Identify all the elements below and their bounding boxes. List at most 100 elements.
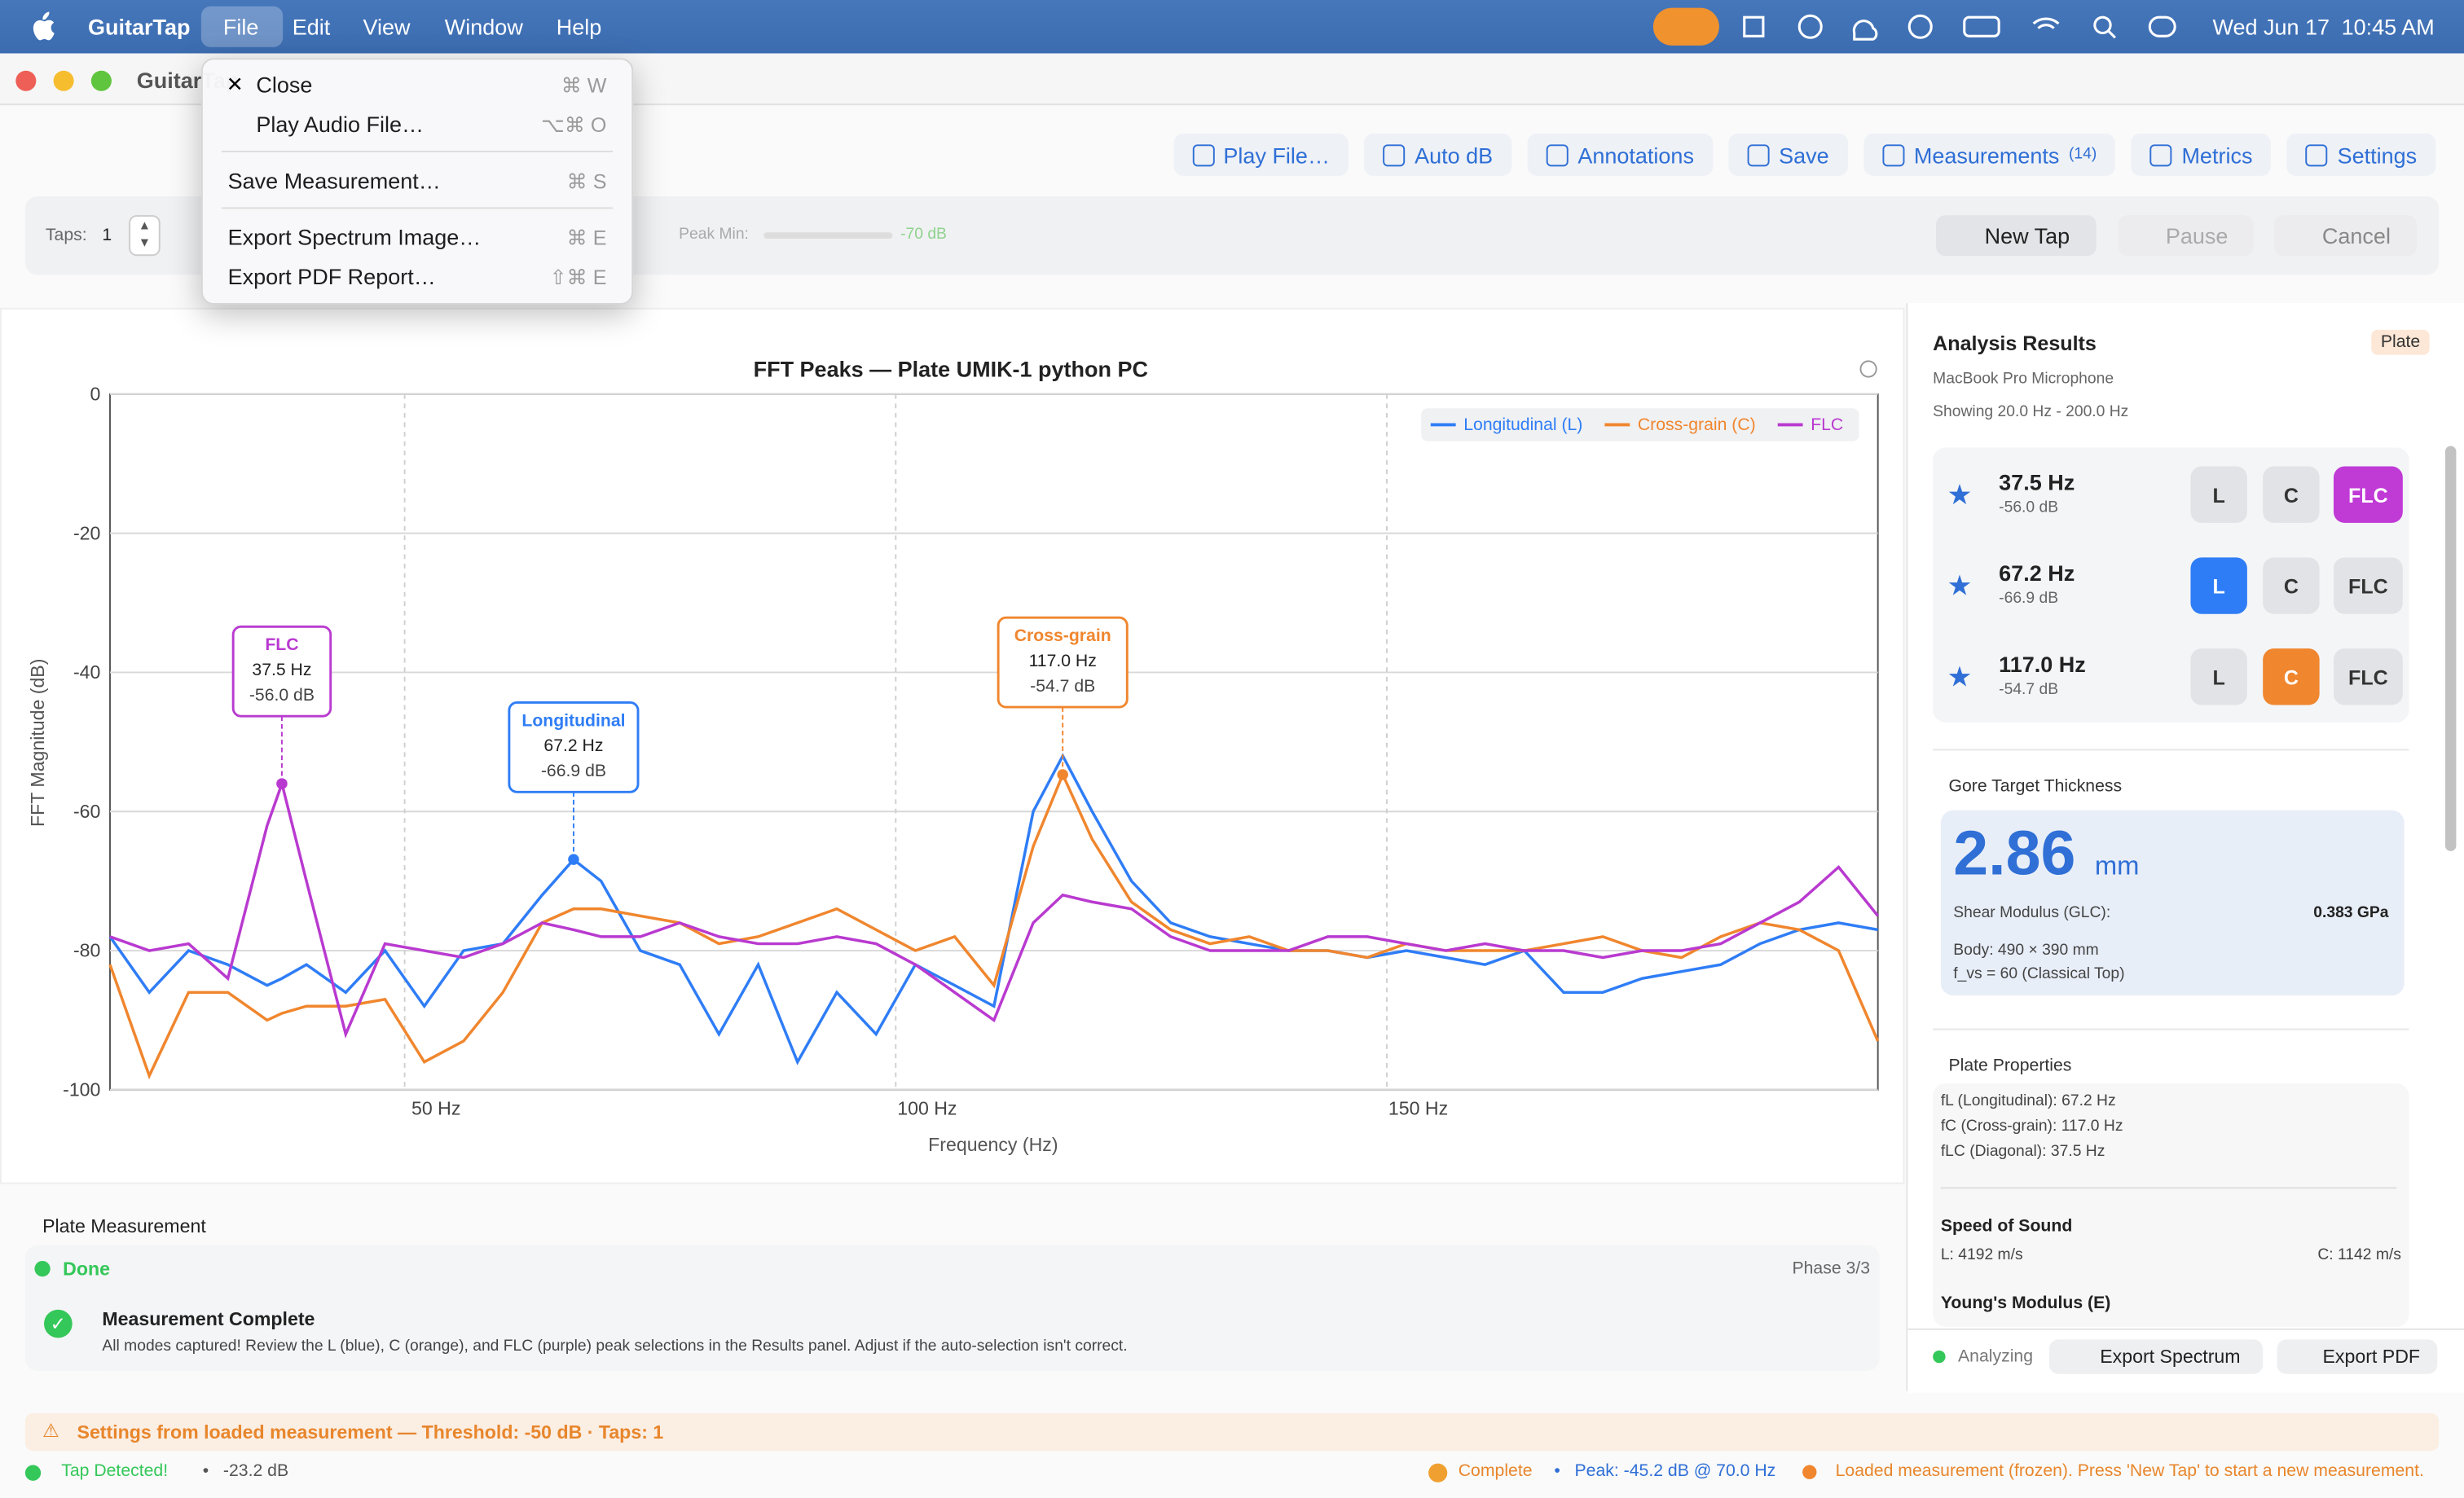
app-menu[interactable]: GuitarTap <box>88 14 191 40</box>
mode-button[interactable]: C <box>2263 648 2320 705</box>
export-spectrum-button[interactable]: Export Spectrum <box>2048 1339 2264 1374</box>
menu[interactable]: Edit <box>292 14 331 40</box>
warning-bar <box>24 1412 2440 1452</box>
apple-logo[interactable] <box>29 11 57 42</box>
mode-button[interactable]: L <box>2190 557 2247 614</box>
toolbar-label: Measurements <box>1913 142 2060 168</box>
info-icon[interactable] <box>1859 360 1877 378</box>
menu-item[interactable]: Close <box>256 72 313 98</box>
peak-text: Peak: -45.2 dB @ 70.0 Hz <box>1574 1461 1776 1481</box>
phase: Phase 3/3 <box>1792 1259 1871 1279</box>
toolbar-button[interactable]: Measurements (14) <box>1863 133 2116 176</box>
button-label: Cancel <box>2321 222 2391 248</box>
shear-value: 0.383 GPa <box>2313 904 2389 922</box>
toolbar-icon <box>2149 143 2172 166</box>
mode-button[interactable]: FLC <box>2333 557 2403 614</box>
menu[interactable]: Window <box>444 14 523 40</box>
y-tick-label: -80 <box>73 940 100 961</box>
x-tick-label: 100 Hz <box>897 1098 957 1119</box>
measurement-card <box>24 1245 1880 1371</box>
star-icon: ★ <box>1947 661 1973 693</box>
plate-props-title: Plate Properties <box>1948 1057 2072 1076</box>
thickness-unit: mm <box>2094 850 2140 881</box>
spectrum-chart: FFT Peaks — Plate UMIK-1 python PC Frequ… <box>27 358 1880 1155</box>
toolbar-icon <box>1191 143 1214 166</box>
clock-date: Wed Jun 17 <box>2212 14 2330 40</box>
toolbar-label: Play File… <box>1223 142 1330 168</box>
pause-dot <box>1428 1463 1448 1483</box>
taps-stepper[interactable]: ▲ ▼ <box>129 215 161 257</box>
legend-box <box>1421 408 1859 441</box>
divider <box>1933 749 2409 751</box>
callout-db: -54.7 dB <box>1030 677 1095 696</box>
menu[interactable]: View <box>363 14 411 40</box>
clock-time: 10:45 AM <box>2341 14 2435 40</box>
mode-button[interactable]: L <box>2190 648 2247 705</box>
toolbar-button[interactable]: Metrics <box>2131 133 2272 176</box>
zoom-button[interactable] <box>90 70 112 91</box>
menu-item[interactable]: Play Audio File… <box>256 111 424 137</box>
speed-c: C: 1142 m/s <box>2317 1246 2401 1264</box>
body-size: Body: 490 × 390 mm <box>1953 942 2099 960</box>
warning-text: Settings from loaded measurement — Thres… <box>77 1421 664 1443</box>
peak-db: -56.0 dB <box>1999 499 2059 517</box>
warning-icon: ⚠ <box>42 1419 59 1442</box>
toolbar-button[interactable]: Play File… <box>1173 133 1349 176</box>
young-title: Young's Modulus (E) <box>1940 1294 2111 1313</box>
separator <box>221 151 614 152</box>
pause-button[interactable]: Pause <box>2118 215 2254 257</box>
toolbar-icon <box>1747 143 1770 166</box>
callout-box <box>997 616 1129 709</box>
menu-item[interactable]: Export Spectrum Image… <box>227 224 482 250</box>
callout-db: -66.9 dB <box>541 762 606 780</box>
status-text: Done <box>63 1258 111 1281</box>
toolbar-button[interactable]: Settings <box>2286 133 2436 176</box>
scrollbar[interactable] <box>2444 446 2457 851</box>
peak-db: -54.7 dB <box>1999 681 2059 699</box>
shortcut: ⌥⌘ O <box>540 112 607 137</box>
toolbar-button[interactable]: Save <box>1728 133 1848 176</box>
close-button[interactable] <box>15 70 37 91</box>
y-tick-label: -60 <box>73 801 100 822</box>
toolbar-button[interactable]: Annotations <box>1527 133 1714 176</box>
plate-badge: Plate <box>2371 329 2430 355</box>
gore-title: Gore Target Thickness <box>1948 777 2123 797</box>
callout-db: -56.0 dB <box>249 686 315 705</box>
button-label: Pause <box>2165 222 2229 248</box>
cancel-button[interactable]: Cancel <box>2273 215 2418 257</box>
taps-value: 1 <box>102 226 112 245</box>
menu[interactable]: File <box>222 14 259 40</box>
speed-l: L: 4192 m/s <box>1940 1246 2023 1264</box>
mic-indicator[interactable] <box>1652 7 1719 46</box>
panel-title: Analysis Results <box>1933 331 2097 355</box>
mode-button[interactable]: FLC <box>2333 648 2403 705</box>
prop-line: fL (Longitudinal): 67.2 Hz <box>1940 1092 2116 1110</box>
minimize-button[interactable] <box>53 70 74 91</box>
complete-status: Complete <box>1458 1461 1533 1481</box>
peak-min-slider[interactable] <box>763 232 893 239</box>
speed-title: Speed of Sound <box>1940 1216 2073 1237</box>
peak-list: ★ 37.5 Hz -56.0 dB L C FLC ★ 67.2 Hz -66.9 dB L C F… <box>1933 447 2409 722</box>
prop-line: fLC (Diagonal): 37.5 Hz <box>1940 1143 2105 1161</box>
toolbar-icon <box>1546 143 1569 166</box>
peak-min-label: Peak Min: <box>679 226 749 244</box>
menu[interactable]: Help <box>556 14 602 40</box>
mode-button[interactable]: FLC <box>2333 466 2403 523</box>
mode-button[interactable]: L <box>2190 466 2247 523</box>
toolbar-icon <box>2306 143 2329 166</box>
menu-item[interactable]: Export PDF Report… <box>227 263 436 289</box>
new-tap-button[interactable]: New Tap <box>1936 215 2097 257</box>
count-badge: (14) <box>2068 146 2097 164</box>
legend-label: Cross-grain (C) <box>1638 415 1756 434</box>
export-pdf-button[interactable]: Export PDF <box>2277 1339 2438 1374</box>
divider <box>1940 1187 2397 1189</box>
toolbar-button[interactable]: Auto dB <box>1364 133 1512 176</box>
shortcut: ⇧⌘ E <box>549 265 607 289</box>
mode-button[interactable]: C <box>2263 466 2320 523</box>
file-menu: ✕ Close ⌘ W Play Audio File… ⌥⌘ O Save M… <box>200 58 634 305</box>
menu-item[interactable]: Save Measurement… <box>227 168 441 194</box>
callout-box <box>508 701 640 793</box>
button-label: New Tap <box>1984 222 2070 248</box>
mode-button[interactable]: C <box>2263 557 2320 614</box>
